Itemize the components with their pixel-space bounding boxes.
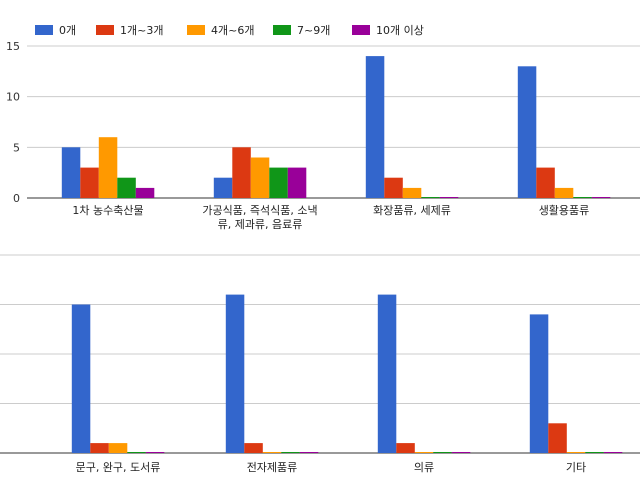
bar-4-series-5 xyxy=(603,452,623,453)
bar-2-series-2 xyxy=(232,147,251,198)
legend-label-1: 1개~3개 xyxy=(120,24,163,37)
bar-2-series-2 xyxy=(244,443,263,453)
bar-1-series-4 xyxy=(117,177,136,198)
category-label: 생활용품류 xyxy=(539,203,590,217)
legend-label-4: 10개 이상 xyxy=(376,24,424,37)
legend-label-0: 0개 xyxy=(59,24,76,37)
y-tick-label: 5 xyxy=(13,141,20,154)
bar-1-series-5 xyxy=(145,452,165,453)
bar-4-series-5 xyxy=(591,197,611,198)
bar-4-series-3 xyxy=(554,187,574,198)
bar-3-series-4 xyxy=(421,197,440,198)
bar-2-series-4 xyxy=(269,167,288,198)
bar-4-series-3 xyxy=(566,452,586,453)
bar-4-series-2 xyxy=(548,423,567,453)
category-label: 기타 xyxy=(566,461,586,474)
legend-label-2: 4개~6개 xyxy=(211,24,254,37)
category-label: 문구, 완구, 도서류 xyxy=(76,461,161,474)
legend-swatch-1 xyxy=(96,25,114,35)
bar-3-series-5 xyxy=(439,197,459,198)
legend-swatch-4 xyxy=(352,25,370,35)
bar-1-series-1 xyxy=(71,304,91,453)
category-label: 가공식품, 즉석식품, 소낵 xyxy=(202,204,317,217)
bar-3-series-1 xyxy=(365,56,385,198)
top-bar-chart: 0 5 10 15 1차 농수축산물 가공식품, 즉석식품, 소낵류, 제과류, 음료류 화… xyxy=(6,40,640,231)
legend-swatch-0 xyxy=(35,25,53,35)
bar-3-series-3 xyxy=(414,452,434,453)
bar-1-series-1 xyxy=(61,147,81,198)
bar-2-series-5 xyxy=(287,167,307,198)
bar-3-series-3 xyxy=(402,187,422,198)
bar-4-series-1 xyxy=(517,66,537,198)
chart-legend: 0개 1개~3개 4개~6개 7~9개 10개 이상 xyxy=(35,24,424,37)
bar-4-series-2 xyxy=(536,167,555,198)
bottom-bar-chart: 문구, 완구, 도서류 전자제품류 의류 기타 xyxy=(0,254,640,474)
bar-1-series-2 xyxy=(80,167,99,198)
legend-swatch-3 xyxy=(273,25,291,35)
category-label: 의류 xyxy=(414,461,434,474)
bar-3-series-2 xyxy=(384,177,403,198)
bar-1-series-3 xyxy=(98,137,118,198)
bar-1-series-3 xyxy=(108,443,128,453)
bar-4-series-4 xyxy=(585,452,604,453)
y-tick-label: 15 xyxy=(6,40,20,53)
y-tick-label: 10 xyxy=(6,91,20,104)
bar-4-series-4 xyxy=(573,197,592,198)
y-tick-label: 0 xyxy=(13,192,20,205)
bar-3-series-2 xyxy=(396,443,415,453)
bar-4-series-1 xyxy=(529,314,549,453)
bar-3-series-5 xyxy=(451,452,471,453)
bar-2-series-4 xyxy=(281,452,300,453)
bar-2-series-1 xyxy=(213,177,233,198)
bar-1-series-5 xyxy=(135,187,155,198)
category-label: 전자제품류 xyxy=(247,461,298,474)
category-label: 류, 제과류, 음료류 xyxy=(218,218,303,231)
legend-label-3: 7~9개 xyxy=(297,24,330,37)
bar-1-series-4 xyxy=(127,452,146,453)
category-label: 화장품류, 세제류 xyxy=(373,204,451,217)
bar-1-series-2 xyxy=(90,443,109,453)
bar-2-series-3 xyxy=(250,157,270,198)
bar-2-series-3 xyxy=(262,452,282,453)
bar-3-series-4 xyxy=(433,452,452,453)
bar-2-series-5 xyxy=(299,452,319,453)
legend-swatch-2 xyxy=(187,25,205,35)
category-label: 1차 농수축산물 xyxy=(72,204,143,217)
bar-2-series-1 xyxy=(225,294,245,453)
bar-3-series-1 xyxy=(377,294,397,453)
